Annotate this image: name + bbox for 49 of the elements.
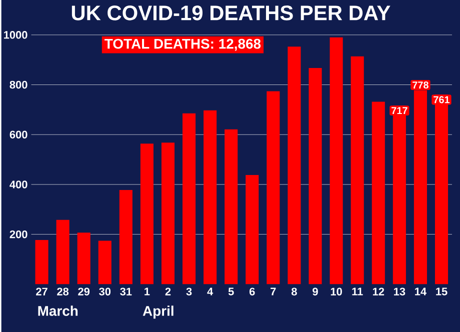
x-tick-label: 14 <box>415 288 426 296</box>
bar <box>246 174 259 284</box>
chart-title: UK COVID-19 DEATHS PER DAY <box>72 6 390 20</box>
bar <box>266 91 280 284</box>
x-tick-label: 9 <box>312 288 318 296</box>
x-tick-label: 27 <box>36 288 48 296</box>
y-tick-label: 1000 <box>4 31 28 39</box>
bar <box>77 232 90 284</box>
y-tick-label: 400 <box>10 180 28 188</box>
bar <box>204 110 217 284</box>
x-tick-label: 28 <box>57 288 69 296</box>
x-tick-label: 5 <box>228 288 234 296</box>
x-tick-label: 30 <box>99 288 111 296</box>
text: March <box>38 306 78 316</box>
bar <box>308 68 322 284</box>
x-tick-label: 1 <box>144 288 150 296</box>
x-tick-label: 4 <box>207 288 214 296</box>
x-tick-label: 8 <box>292 288 297 296</box>
x-tick-label: 15 <box>436 288 448 296</box>
x-tick-label: 31 <box>120 288 132 296</box>
x-tick-label: 13 <box>394 288 406 296</box>
bar <box>56 220 70 284</box>
x-tick-label: 12 <box>372 288 384 296</box>
bar <box>350 56 364 284</box>
y-tick-label: 800 <box>10 80 28 89</box>
x-tick-label: 10 <box>330 288 342 296</box>
bar <box>35 240 48 284</box>
x-tick-label: 29 <box>78 288 90 296</box>
x-tick-label: 6 <box>250 288 255 296</box>
y-tick-label: 600 <box>10 130 28 138</box>
bar <box>224 129 238 284</box>
bar <box>372 102 385 284</box>
x-tick-label: 11 <box>352 288 363 296</box>
data-label: 778 <box>412 81 428 89</box>
annotation: TOTAL DEATHS: 12,868 <box>104 38 261 51</box>
x-tick-label: 2 <box>165 288 171 296</box>
x-tick-label: 3 <box>186 288 192 296</box>
x-tick-label: 7 <box>270 288 276 296</box>
bar <box>161 142 175 284</box>
data-label: 717 <box>392 107 408 114</box>
bar <box>330 37 343 284</box>
bar <box>140 144 154 284</box>
bar <box>288 46 301 284</box>
bar <box>98 240 112 284</box>
bar <box>119 190 132 284</box>
bar <box>182 113 196 284</box>
data-label: 761 <box>434 96 450 104</box>
y-tick-label: 200 <box>10 230 28 238</box>
text: April <box>142 306 174 319</box>
